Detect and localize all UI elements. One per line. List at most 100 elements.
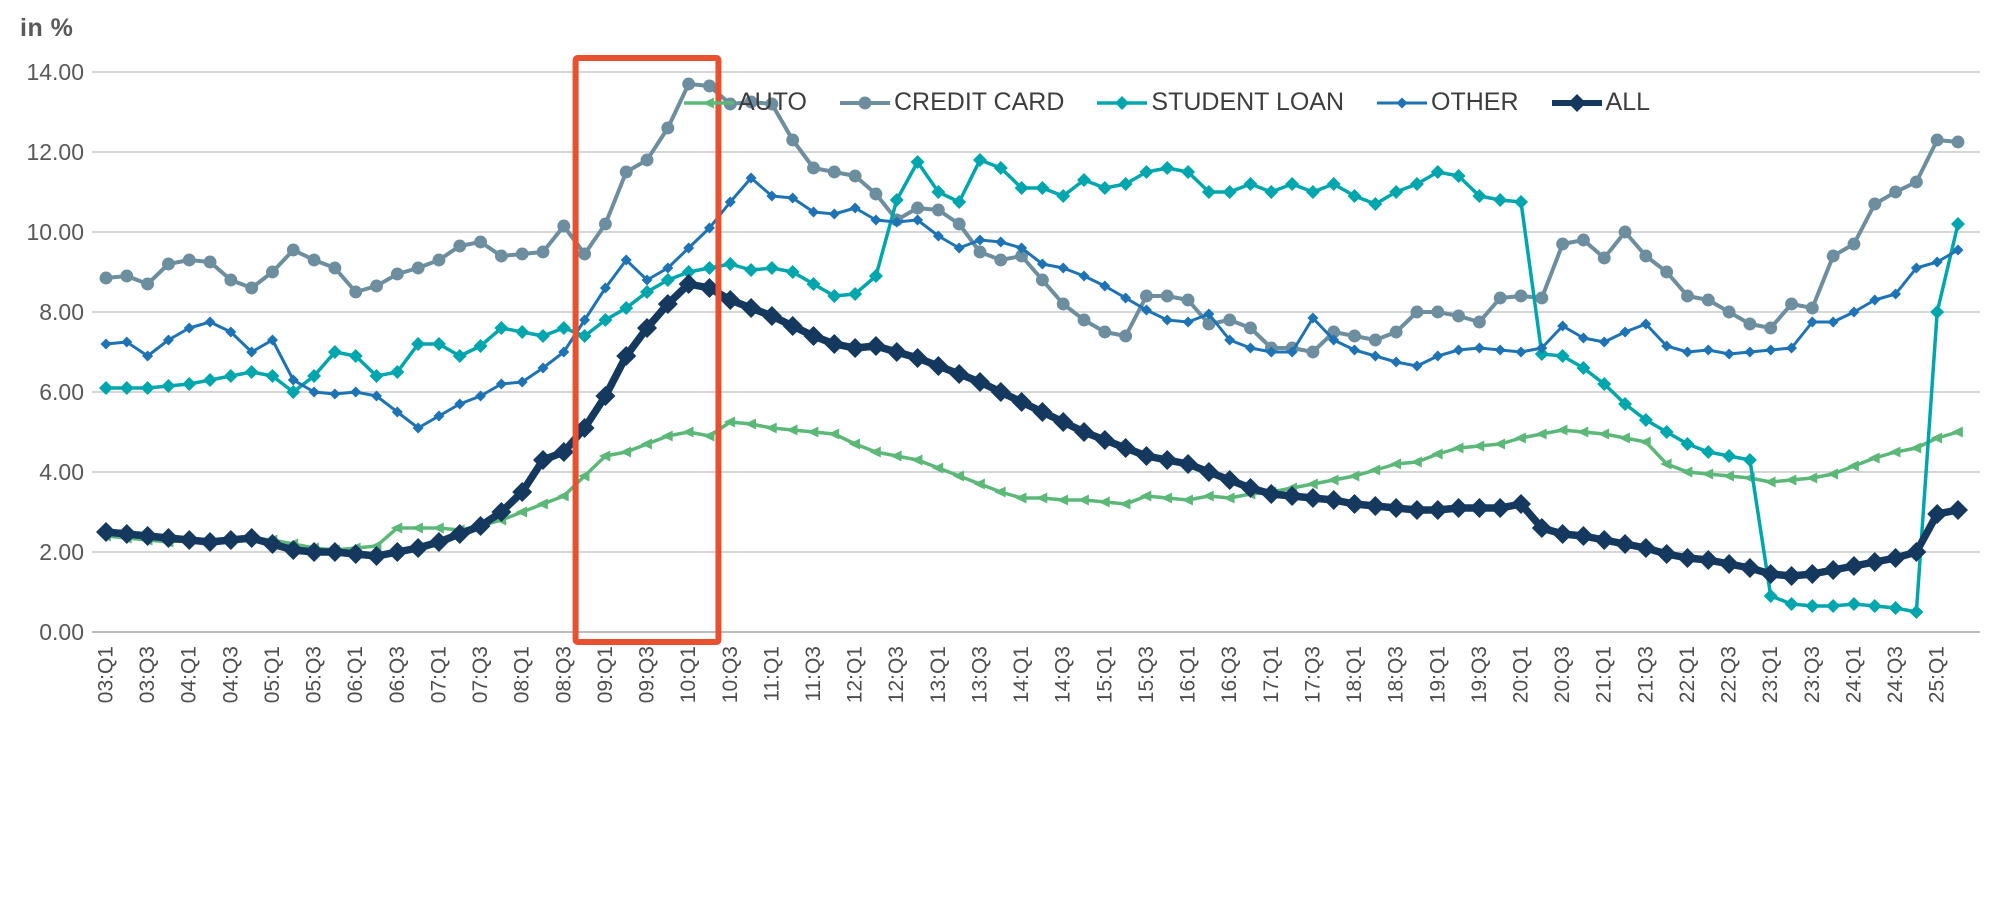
data-point-marker <box>1368 464 1381 476</box>
data-point-marker <box>1224 334 1236 346</box>
y-axis-unit-label: in % <box>20 14 74 42</box>
data-point-marker <box>1864 552 1885 572</box>
data-point-marker <box>994 253 1008 267</box>
data-point-marker <box>1219 470 1240 490</box>
data-point-marker <box>678 274 699 294</box>
data-point-marker <box>683 242 695 254</box>
data-point-marker <box>782 316 803 336</box>
data-point-marker <box>1552 524 1573 544</box>
chart-legend: AUTO CREDIT CARD STUDENT LOAN OTHER ALL <box>683 88 1650 117</box>
data-point-marker <box>637 318 658 338</box>
data-point-marker <box>557 490 569 502</box>
data-point-marker <box>1036 258 1048 270</box>
data-point-marker <box>1951 217 1965 231</box>
data-point-marker <box>1555 349 1570 363</box>
data-point-marker <box>286 243 300 257</box>
data-point-marker <box>1032 402 1053 422</box>
data-point-marker <box>1389 325 1403 339</box>
x-tick-label: 17:Q3 <box>1301 646 1324 703</box>
x-tick-label: 19:Q3 <box>1468 646 1491 703</box>
data-point-marker <box>640 153 654 167</box>
data-point-marker <box>765 97 779 111</box>
data-point-marker <box>702 430 715 442</box>
data-point-marker <box>806 277 821 291</box>
data-point-marker <box>366 546 387 566</box>
x-tick-label: 16:Q1 <box>1177 646 1200 703</box>
data-point-marker <box>599 282 611 294</box>
data-point-marker <box>869 187 883 201</box>
data-point-marker <box>1573 526 1594 546</box>
x-tick-label: 12:Q3 <box>885 646 908 703</box>
data-point-marker <box>720 290 741 310</box>
data-point-marker <box>1680 466 1693 478</box>
data-point-marker <box>1930 432 1943 444</box>
data-point-marker <box>1906 542 1927 562</box>
data-point-marker <box>1847 237 1861 251</box>
data-point-marker <box>972 153 987 167</box>
data-point-marker <box>536 245 550 259</box>
data-point-marker <box>1951 426 1963 438</box>
data-point-marker <box>120 269 134 283</box>
data-point-marker <box>327 345 342 359</box>
data-point-marker <box>1326 177 1341 191</box>
data-point-marker <box>452 349 467 363</box>
data-point-marker <box>661 430 673 442</box>
data-point-marker <box>1365 496 1386 516</box>
data-point-marker <box>1826 468 1839 480</box>
data-point-marker <box>931 462 944 474</box>
data-point-marker <box>494 249 508 263</box>
data-point-marker <box>1493 291 1507 305</box>
data-point-marker <box>928 356 949 376</box>
data-point-marker <box>428 532 449 552</box>
data-point-marker <box>1222 185 1237 199</box>
data-point-marker <box>741 298 762 318</box>
data-point-marker <box>890 450 902 462</box>
data-point-marker <box>371 390 383 402</box>
data-point-marker <box>869 446 881 458</box>
series-line-all <box>102 280 1962 580</box>
data-point-marker <box>454 398 466 410</box>
data-point-marker <box>949 364 970 384</box>
data-point-marker <box>870 214 882 226</box>
data-point-marker <box>283 540 304 560</box>
x-tick-label: 19:Q1 <box>1426 646 1449 703</box>
data-point-marker <box>1157 450 1178 470</box>
x-tick-label: 20:Q3 <box>1551 646 1574 703</box>
data-point-marker <box>641 274 653 286</box>
data-point-marker <box>553 442 574 462</box>
x-tick-label: 15:Q3 <box>1135 646 1158 703</box>
data-point-marker <box>1515 346 1527 358</box>
data-point-marker <box>1535 291 1549 305</box>
data-point-marker <box>516 376 528 388</box>
x-tick-label: 17:Q1 <box>1260 646 1283 703</box>
data-point-marker <box>1805 599 1820 613</box>
data-point-marker <box>595 386 616 406</box>
data-point-marker <box>1638 413 1653 427</box>
y-tick-label: 14.00 <box>26 59 84 85</box>
x-tick-label: 05:Q1 <box>261 646 284 703</box>
data-point-marker <box>1098 496 1110 508</box>
data-point-marker <box>494 321 509 335</box>
data-point-marker <box>1410 456 1422 468</box>
series-line-student-loan <box>104 158 1960 614</box>
data-point-marker <box>702 261 717 275</box>
data-point-marker <box>1097 181 1112 195</box>
data-point-marker <box>535 329 550 343</box>
data-point-marker <box>1057 262 1069 274</box>
data-point-marker <box>1931 256 1943 268</box>
data-point-marker <box>244 365 259 379</box>
data-point-marker <box>1430 165 1445 179</box>
data-point-marker <box>1805 301 1819 315</box>
data-point-marker <box>1349 344 1361 356</box>
data-point-marker <box>1494 344 1506 356</box>
data-point-marker <box>1698 550 1719 570</box>
data-point-marker <box>1077 494 1089 506</box>
data-point-marker <box>1411 360 1423 372</box>
data-point-marker <box>1848 306 1860 318</box>
legend-marker-student-loan <box>1097 95 1148 110</box>
data-point-marker <box>578 470 590 482</box>
data-point-marker <box>475 390 487 402</box>
data-point-marker <box>1948 500 1968 520</box>
data-point-marker <box>1867 599 1882 613</box>
data-point-marker <box>808 206 820 218</box>
